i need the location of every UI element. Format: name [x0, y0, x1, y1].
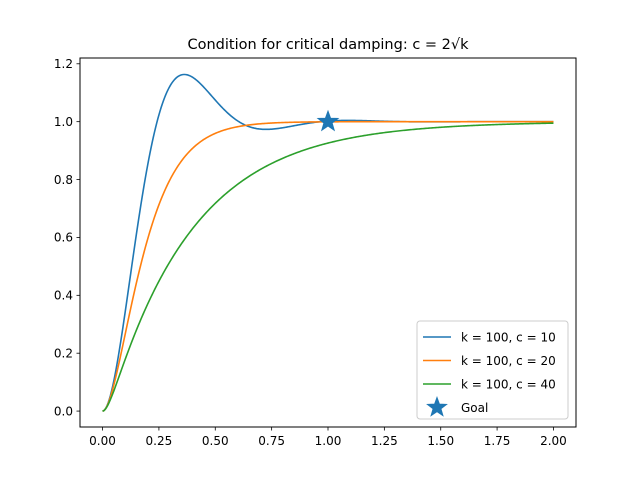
y-tick-label: 1.0 — [54, 115, 73, 129]
x-tick-label: 0.00 — [89, 434, 116, 448]
y-tick-label: 0.4 — [54, 289, 73, 303]
legend-label-3: k = 100, c = 40 — [461, 377, 556, 391]
legend: k = 100, c = 10 k = 100, c = 20 k = 100, c… — [416, 320, 569, 420]
x-axis-ticks: 0.00 0.25 0.50 0.75 1.00 1.25 1.50 1.75 2.00 — [89, 427, 567, 448]
x-tick-label: 1.50 — [427, 434, 454, 448]
legend-label-1: k = 100, c = 10 — [461, 330, 556, 344]
y-tick-label: 0.8 — [54, 173, 73, 187]
x-tick-label: 1.75 — [484, 434, 511, 448]
x-tick-label: 1.25 — [371, 434, 398, 448]
legend-box — [416, 320, 569, 420]
y-tick-label: 1.2 — [54, 57, 73, 71]
goal-marker — [316, 109, 340, 132]
y-tick-label: 0.6 — [54, 231, 73, 245]
y-tick-label: 0.0 — [54, 404, 73, 418]
chart-title: Condition for critical damping: c = 2√k — [187, 37, 469, 53]
x-tick-label: 1.00 — [315, 434, 342, 448]
plot-area — [102, 73, 554, 412]
series-line-3 — [102, 122, 554, 412]
marker-layer — [316, 109, 340, 132]
x-tick-label: 0.25 — [146, 434, 173, 448]
legend-label-4: Goal — [461, 401, 488, 415]
x-tick-label: 2.00 — [540, 434, 567, 448]
x-tick-label: 0.50 — [202, 434, 229, 448]
legend-label-2: k = 100, c = 20 — [461, 354, 556, 368]
legend-items: k = 100, c = 10 k = 100, c = 20 k = 100, c… — [423, 330, 556, 417]
y-tick-label: 0.2 — [54, 347, 73, 361]
x-tick-label: 0.75 — [258, 434, 285, 448]
y-axis-ticks: 0.0 0.2 0.4 0.6 0.8 1.0 1.2 — [54, 57, 80, 418]
legend-swatch-goal — [426, 396, 448, 417]
